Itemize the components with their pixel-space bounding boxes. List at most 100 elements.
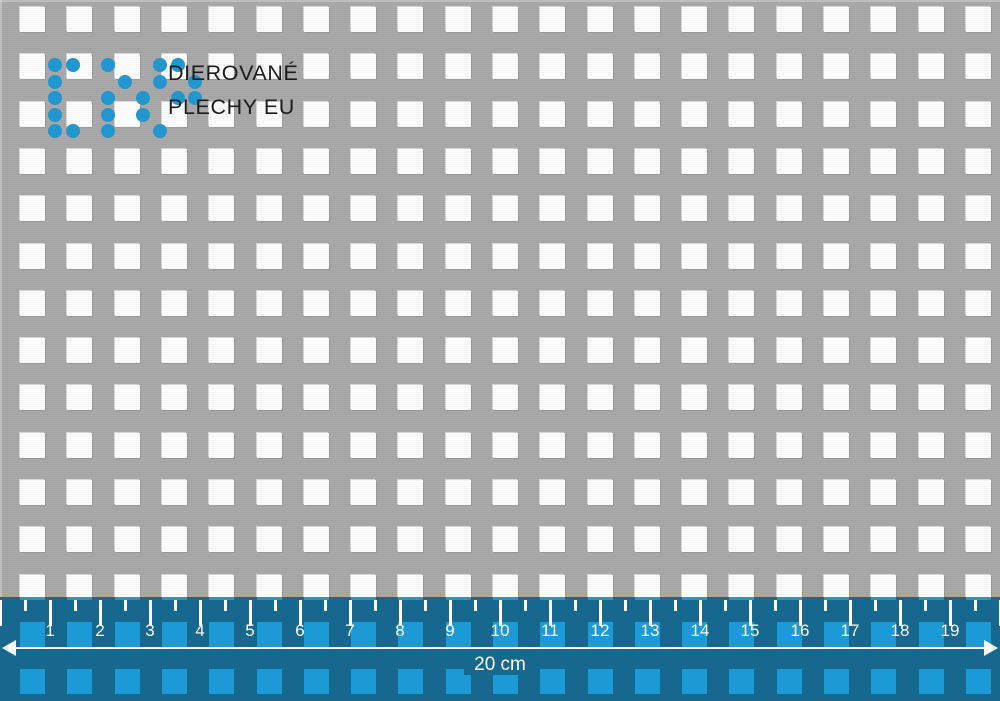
perforation-hole-tinted (67, 669, 92, 694)
ruler-tick-label: 11 (541, 621, 559, 640)
perforation-hole (635, 480, 660, 505)
perforation-hole (398, 433, 423, 458)
ruler-tick-minor (124, 600, 127, 611)
perforation-hole (871, 338, 896, 363)
perforation-hole (871, 385, 896, 410)
logo-dot (101, 91, 115, 105)
logo-dot (188, 91, 202, 105)
perforation-hole-tinted (257, 669, 282, 694)
perforation-hole (540, 433, 565, 458)
perforation-hole-tinted (919, 597, 944, 600)
perforation-hole (635, 196, 660, 221)
perforation-hole (398, 575, 423, 600)
perforation-hole (257, 7, 282, 32)
perforation-hole (446, 102, 471, 127)
logo-dot (118, 75, 132, 89)
perforation-hole (777, 149, 802, 174)
perforation-hole (446, 149, 471, 174)
ruler-tick-major (99, 600, 102, 626)
perforation-hole (209, 527, 234, 552)
perforation-hole (966, 527, 991, 552)
perforation-hole (351, 433, 376, 458)
logo-dot (153, 75, 167, 89)
perforation-hole (20, 149, 45, 174)
ruler-tick-label: 10 (490, 621, 510, 640)
perforation-hole-tinted (540, 597, 565, 600)
perforation-hole (777, 338, 802, 363)
perforation-hole (304, 244, 329, 269)
perforation-hole (398, 196, 423, 221)
perforation-hole (966, 54, 991, 79)
perforation-hole (729, 149, 754, 174)
perforation-hole-tinted (682, 597, 707, 600)
perforation-hole (209, 149, 234, 174)
perforation-hole (304, 338, 329, 363)
perforation-hole (162, 527, 187, 552)
perforation-hole (682, 102, 707, 127)
perforation-hole-tinted (398, 669, 423, 694)
ruler-total-length-label: 20 cm (0, 653, 1000, 677)
perforation-hole (115, 196, 140, 221)
perforation-hole (682, 527, 707, 552)
ruler-tick-major (649, 600, 652, 626)
perforation-hole (682, 385, 707, 410)
perforation-hole (209, 480, 234, 505)
perforation-hole (540, 102, 565, 127)
logo-dot-matrix-icon (48, 58, 202, 144)
perforation-hole (919, 7, 944, 32)
ruler-tick-minor (624, 600, 627, 611)
logo-wordmark: DIEROVANÉ PLECHY EU (168, 56, 368, 124)
perforation-hole (588, 527, 613, 552)
perforation-hole (919, 54, 944, 79)
perforation-hole (257, 196, 282, 221)
perforation-hole (635, 527, 660, 552)
perforation-hole (209, 102, 234, 127)
perforation-hole (824, 54, 849, 79)
perforation-hole-tinted (966, 669, 991, 694)
perforation-hole (446, 338, 471, 363)
perforation-hole (777, 7, 802, 32)
perforation-hole (871, 102, 896, 127)
ruler-tick-label: 8 (395, 621, 405, 640)
perforation-hole (398, 149, 423, 174)
perforation-hole (493, 54, 518, 79)
perforation-hole (493, 527, 518, 552)
perforation-hole (209, 196, 234, 221)
perforation-hole (115, 575, 140, 600)
perforation-hole (871, 527, 896, 552)
perforation-hole (682, 575, 707, 600)
perforation-hole (115, 149, 140, 174)
ruler-tick-major (149, 600, 152, 626)
perforation-hole (824, 244, 849, 269)
perforation-hole-tinted (162, 669, 187, 694)
perforation-hole (635, 575, 660, 600)
perforation-hole-tinted (540, 669, 565, 694)
perforation-hole (493, 480, 518, 505)
perforation-hole (446, 196, 471, 221)
ruler-tick-minor (324, 600, 327, 611)
ruler-tick-major (849, 600, 852, 626)
perforation-hole (351, 338, 376, 363)
perforation-hole (351, 196, 376, 221)
perforation-hole-tinted (777, 622, 802, 647)
ruler-tick-major (749, 600, 752, 626)
perforation-hole (446, 244, 471, 269)
perforation-hole (729, 244, 754, 269)
ruler-tick-major (0, 600, 2, 626)
perforation-hole-tinted (115, 669, 140, 694)
perforation-hole (209, 575, 234, 600)
perforation-hole (871, 54, 896, 79)
perforation-hole (398, 244, 423, 269)
perforation-hole (777, 244, 802, 269)
logo-line-1: DIEROVANÉ (168, 61, 299, 85)
perforation-hole-tinted (493, 597, 518, 600)
perforation-hole (67, 433, 92, 458)
perforation-hole (446, 480, 471, 505)
perforation-hole (115, 433, 140, 458)
perforation-hole (446, 54, 471, 79)
perforation-hole (966, 244, 991, 269)
perforation-hole (209, 54, 234, 79)
ruler-tick-label: 5 (245, 621, 255, 640)
perforation-hole (351, 385, 376, 410)
perforation-hole (682, 149, 707, 174)
